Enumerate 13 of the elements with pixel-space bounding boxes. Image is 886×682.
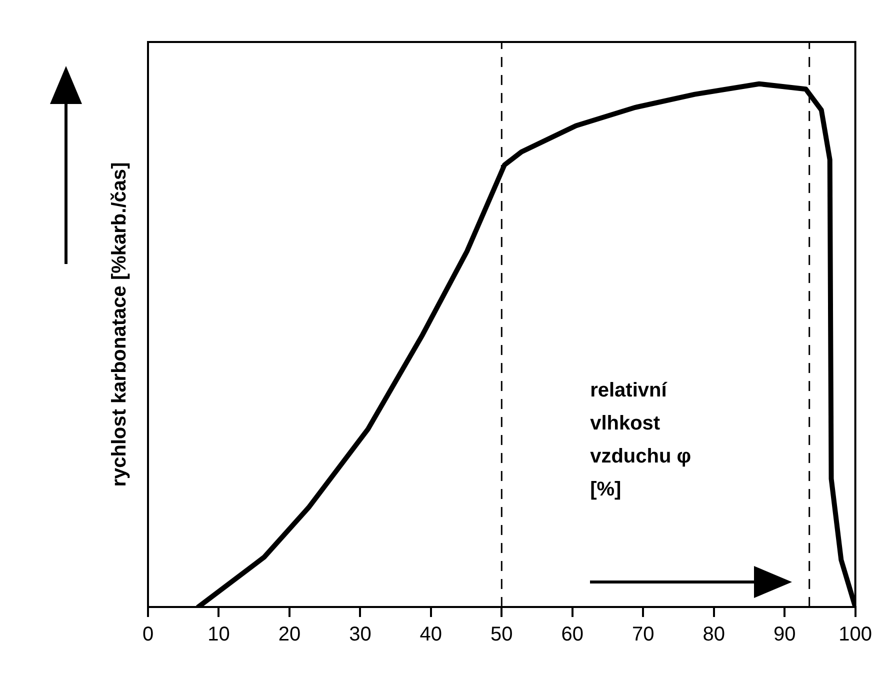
x-tick-label: 10	[208, 624, 230, 646]
x-tick-label: 30	[349, 624, 372, 646]
x-axis-title: relativní vlhkost vzduchu φ [%]	[590, 380, 692, 501]
x-tick-label: 40	[420, 624, 442, 646]
x-tick-label: 0	[142, 624, 154, 646]
x-tick-label: 60	[561, 624, 584, 646]
x-tick-label: 20	[278, 624, 301, 646]
x-tick-label: 100	[838, 624, 872, 646]
x-tick-label: 70	[632, 624, 654, 646]
y-axis-title: rychlost karbonatace [%karb./čas]	[108, 162, 131, 487]
x-tick-label: 80	[702, 624, 725, 646]
x-tick-label: 90	[773, 624, 796, 646]
x-tick-label: 50	[490, 624, 513, 646]
